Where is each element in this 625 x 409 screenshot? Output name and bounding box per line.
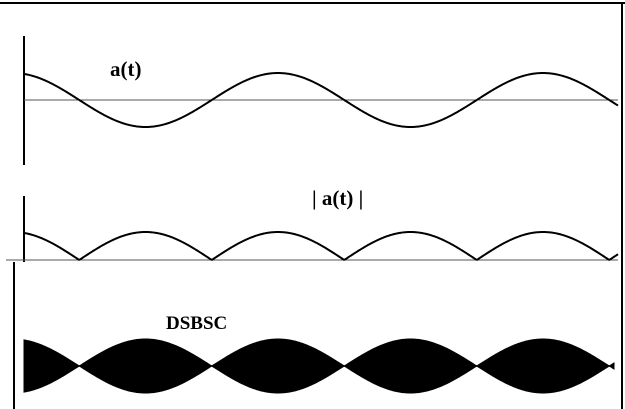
signal-label: a(t) (110, 57, 142, 81)
modulated-label: DSBSC (166, 313, 228, 334)
rectified-waveform (23, 230, 619, 261)
rectified-label: | a(t) | (312, 186, 364, 210)
dsbsc-envelope (23, 338, 615, 394)
signal-waveform (23, 71, 619, 128)
